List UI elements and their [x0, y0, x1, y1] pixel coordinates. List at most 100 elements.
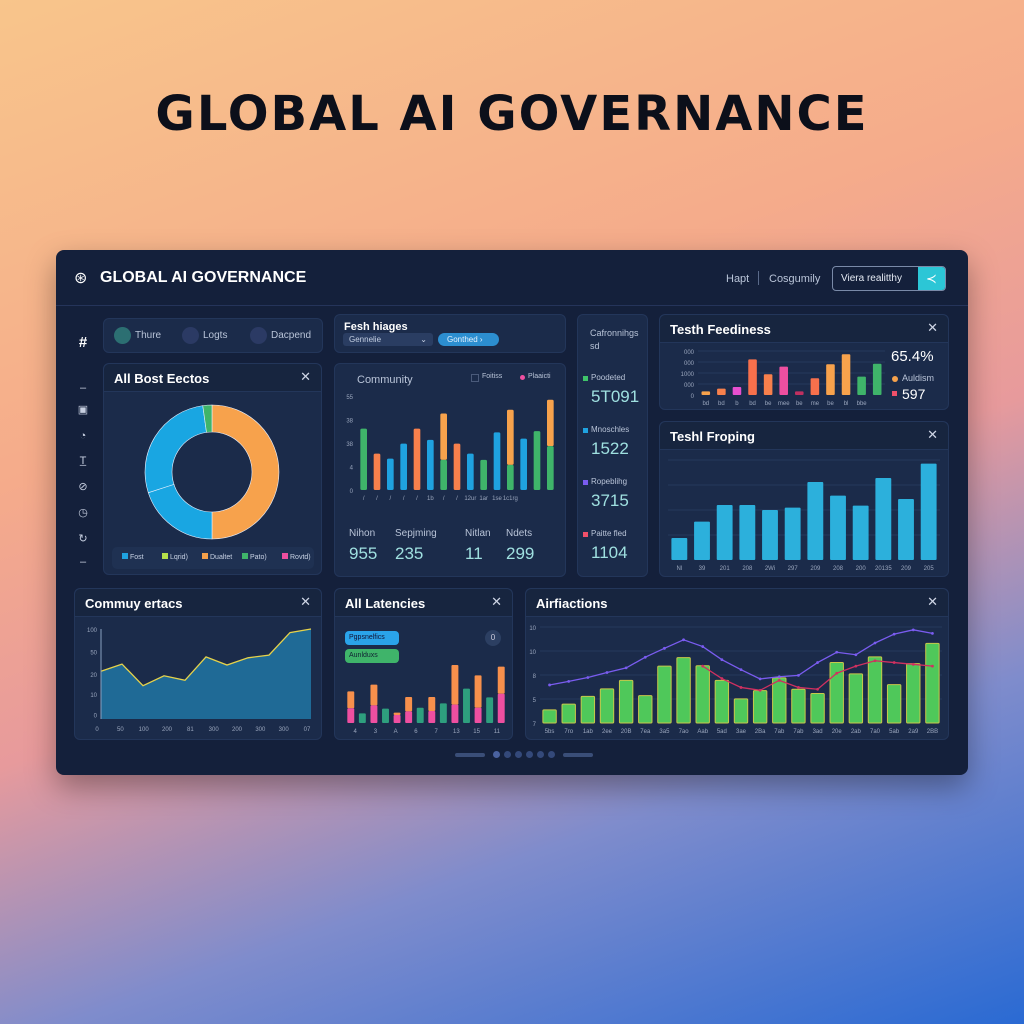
- bar[interactable]: [810, 692, 825, 724]
- bar[interactable]: [507, 464, 514, 490]
- link-icon[interactable]: ⊘: [78, 481, 88, 493]
- bar[interactable]: [533, 431, 541, 490]
- bar[interactable]: [413, 428, 421, 490]
- bar-segment[interactable]: [428, 697, 436, 711]
- line-point[interactable]: [892, 632, 896, 636]
- bar[interactable]: [886, 684, 902, 724]
- refresh-icon[interactable]: ↻: [78, 533, 88, 545]
- bar[interactable]: [752, 690, 768, 724]
- bar[interactable]: [739, 505, 756, 560]
- donut-slice[interactable]: [147, 483, 213, 540]
- bar[interactable]: [370, 705, 378, 723]
- line-point[interactable]: [854, 664, 858, 668]
- bar[interactable]: [520, 438, 527, 490]
- bar[interactable]: [440, 459, 447, 490]
- search-box[interactable]: Viera realitthy ≺: [832, 266, 946, 291]
- bar[interactable]: [467, 453, 474, 490]
- clock-icon[interactable]: ◷: [78, 507, 88, 519]
- bar[interactable]: [547, 446, 554, 490]
- bar-segment[interactable]: [393, 712, 401, 715]
- share-icon[interactable]: ≺: [918, 267, 945, 290]
- close-icon[interactable]: ✕: [927, 320, 938, 335]
- bar[interactable]: [393, 715, 401, 723]
- bar[interactable]: [561, 703, 576, 724]
- bar-segment[interactable]: [507, 409, 514, 465]
- bar[interactable]: [875, 478, 892, 560]
- nav-link-hapt[interactable]: Hapt: [726, 273, 750, 285]
- bar[interactable]: [810, 378, 820, 395]
- bar[interactable]: [867, 656, 883, 724]
- bar[interactable]: [795, 391, 804, 395]
- bar[interactable]: [428, 711, 436, 723]
- line-point[interactable]: [643, 655, 647, 659]
- page-dot[interactable]: [537, 751, 544, 758]
- bar[interactable]: [872, 363, 882, 395]
- line-point[interactable]: [586, 676, 590, 679]
- bar[interactable]: [716, 505, 733, 560]
- bar[interactable]: [695, 665, 710, 724]
- bar[interactable]: [427, 439, 434, 490]
- bar[interactable]: [732, 387, 742, 395]
- bar[interactable]: [382, 708, 389, 723]
- page-next[interactable]: [563, 753, 593, 757]
- bar[interactable]: [779, 366, 788, 395]
- bar[interactable]: [405, 711, 413, 723]
- bar[interactable]: [618, 679, 634, 724]
- bar-segment[interactable]: [497, 666, 505, 694]
- line-point[interactable]: [835, 650, 839, 654]
- line-point[interactable]: [682, 638, 685, 642]
- line-point[interactable]: [873, 641, 877, 645]
- bar[interactable]: [493, 432, 501, 490]
- bar-segment[interactable]: [474, 675, 482, 708]
- bar[interactable]: [733, 698, 749, 724]
- bar[interactable]: [772, 677, 787, 724]
- line-point[interactable]: [548, 683, 551, 687]
- bar[interactable]: [480, 459, 487, 490]
- bar[interactable]: [830, 495, 846, 560]
- close-icon[interactable]: ✕: [300, 594, 311, 609]
- bar[interactable]: [486, 697, 494, 723]
- image-icon[interactable]: ▣: [77, 404, 89, 416]
- line-point[interactable]: [777, 678, 781, 682]
- bar[interactable]: [714, 679, 730, 724]
- line-point[interactable]: [720, 677, 724, 680]
- page-dot[interactable]: [493, 751, 500, 758]
- bar[interactable]: [671, 538, 688, 560]
- bar[interactable]: [387, 458, 394, 490]
- bar[interactable]: [347, 708, 355, 723]
- bar[interactable]: [439, 703, 447, 723]
- bar[interactable]: [358, 713, 366, 723]
- line-point[interactable]: [816, 661, 819, 664]
- line-point[interactable]: [816, 687, 819, 691]
- bar[interactable]: [906, 663, 921, 724]
- bar-segment[interactable]: [370, 684, 378, 706]
- line-point[interactable]: [739, 686, 743, 689]
- bar[interactable]: [497, 693, 505, 723]
- bar[interactable]: [360, 428, 367, 490]
- bar[interactable]: [848, 673, 864, 724]
- bar-segment[interactable]: [440, 413, 447, 460]
- donut-slice[interactable]: [211, 404, 280, 540]
- line-point[interactable]: [567, 680, 571, 683]
- page-dot[interactable]: [526, 751, 533, 758]
- page-dot[interactable]: [515, 751, 522, 758]
- bar[interactable]: [542, 709, 557, 724]
- line-point[interactable]: [931, 664, 934, 668]
- line-point[interactable]: [663, 646, 666, 650]
- round-button[interactable]: 0: [485, 630, 501, 646]
- bar[interactable]: [400, 443, 407, 490]
- line-point[interactable]: [701, 664, 705, 668]
- close-icon[interactable]: ✕: [927, 427, 938, 442]
- bar-segment[interactable]: [405, 697, 413, 712]
- bar[interactable]: [694, 521, 710, 560]
- bar[interactable]: [373, 453, 381, 490]
- bar-segment[interactable]: [547, 399, 554, 447]
- bar[interactable]: [599, 688, 615, 724]
- bar[interactable]: [763, 374, 773, 395]
- bar-segment[interactable]: [347, 691, 355, 709]
- page-prev[interactable]: [455, 753, 485, 757]
- line-point[interactable]: [911, 628, 915, 632]
- bar-segment[interactable]: [451, 665, 459, 705]
- dash-icon[interactable]: –: [79, 382, 87, 394]
- line-point[interactable]: [835, 671, 839, 675]
